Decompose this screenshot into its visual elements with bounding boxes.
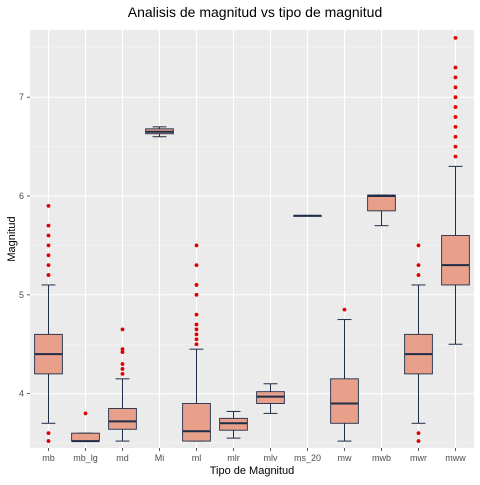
- y-axis-title: Magnitud: [6, 216, 18, 261]
- outlier-point: [453, 65, 458, 70]
- outlier-point: [46, 431, 51, 436]
- outlier-point: [83, 411, 88, 416]
- x-tick-label: Mi: [155, 453, 165, 463]
- y-tick-label: 5: [19, 290, 24, 300]
- outlier-point: [453, 124, 458, 129]
- box-body: [71, 432, 100, 442]
- y-tick-label: 7: [19, 92, 24, 102]
- outlier-point: [194, 332, 199, 337]
- box-body: [108, 408, 137, 430]
- outlier-point: [416, 263, 421, 268]
- x-tick-label: mlr: [227, 453, 240, 463]
- outlier-point: [46, 263, 51, 268]
- outlier-point: [194, 263, 199, 268]
- outlier-point: [416, 273, 421, 277]
- outlier-point: [194, 312, 199, 317]
- outlier-point: [194, 243, 199, 248]
- outlier-point: [194, 342, 199, 347]
- outlier-point: [453, 36, 458, 40]
- outlier-point: [46, 233, 51, 238]
- box-mlv: [256, 383, 285, 414]
- outlier-point: [120, 362, 125, 366]
- x-tick-label: ms_20: [294, 453, 321, 463]
- box-Mi: [145, 126, 174, 138]
- outlier-point: [120, 347, 125, 352]
- outlier-point: [46, 223, 51, 228]
- outlier-point: [416, 439, 421, 443]
- outlier-point: [453, 154, 458, 159]
- x-tick-label: mlv: [264, 453, 278, 463]
- outlier-point: [46, 439, 51, 443]
- chart-title: Analisis de magnitud vs tipo de magnitud: [128, 4, 382, 20]
- outlier-point: [453, 144, 458, 149]
- outlier-point: [46, 203, 51, 208]
- outlier-point: [46, 253, 51, 258]
- box-mwb: [367, 194, 396, 227]
- outlier-point: [453, 115, 458, 119]
- outlier-point: [194, 327, 199, 332]
- box-mb: [34, 203, 63, 443]
- outlier-point: [194, 292, 199, 297]
- outlier-point: [120, 350, 125, 355]
- box-mb_lg: [71, 411, 100, 443]
- x-tick-label: ml: [192, 453, 202, 463]
- outlier-point: [453, 85, 458, 90]
- outlier-point: [453, 75, 458, 80]
- box-mwr: [404, 243, 433, 443]
- axes: 4 5 6 7 mb mb_lg md Mi ml mlr mlv ms_20 mw mwb mwr mww: [19, 92, 466, 463]
- box-body: [330, 378, 359, 424]
- x-axis-title: Tipo de Magnitud: [210, 465, 295, 477]
- box-body: [367, 194, 396, 212]
- x-tick-label: mw: [338, 453, 352, 463]
- x-tick-label: mww: [445, 453, 466, 463]
- x-tick-label: mwr: [410, 453, 427, 463]
- outlier-point: [416, 431, 421, 436]
- box-ms_20: [293, 214, 322, 217]
- x-tick-label: mwb: [372, 453, 391, 463]
- box-md: [108, 327, 137, 442]
- x-tick-label: mb: [42, 453, 55, 463]
- outlier-point: [46, 273, 51, 277]
- outlier-point: [453, 105, 458, 109]
- outlier-point: [46, 243, 51, 248]
- outlier-point: [120, 327, 125, 332]
- y-tick-label: 6: [19, 191, 24, 201]
- outlier-point: [453, 134, 458, 139]
- outlier-point: [194, 322, 199, 327]
- box-body: [182, 403, 211, 442]
- boxes: [34, 36, 470, 443]
- box-mww: [441, 36, 470, 345]
- x-tick-label: mb_lg: [73, 453, 98, 463]
- outlier-point: [120, 371, 125, 376]
- y-tick-label: 4: [19, 389, 24, 399]
- outlier-point: [453, 95, 458, 100]
- box-ml: [182, 243, 211, 442]
- outlier-point: [120, 367, 125, 371]
- outlier-point: [194, 283, 199, 287]
- outlier-point: [342, 307, 347, 312]
- outlier-point: [194, 337, 199, 342]
- outlier-point: [416, 243, 421, 248]
- box-body: [441, 235, 470, 286]
- plot-panel: [30, 30, 474, 448]
- box-mw: [330, 307, 359, 442]
- x-tick-label: md: [116, 453, 129, 463]
- box-mlr: [219, 410, 248, 439]
